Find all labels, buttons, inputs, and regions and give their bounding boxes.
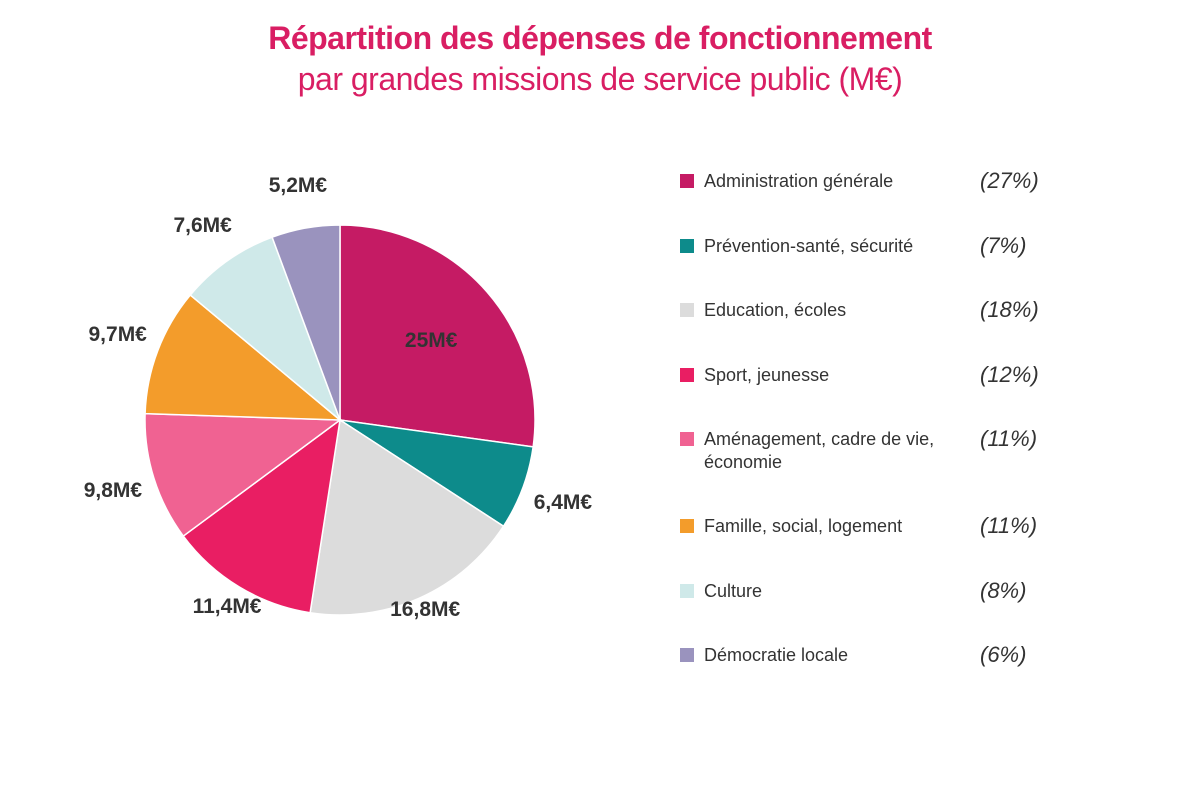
slice-value-education: 16,8M€: [390, 598, 460, 622]
legend-pct-sport: (12%): [980, 362, 1039, 388]
slice-value-sport: 11,4M€: [193, 595, 262, 619]
legend: Administration générale (27%) Prévention-s…: [680, 170, 1180, 709]
slice-value-amenagement: 9,8M€: [84, 479, 142, 503]
legend-label-democratie: Démocratie locale: [704, 644, 848, 667]
chart-title: Répartition des dépenses de fonctionneme…: [0, 20, 1200, 57]
legend-item-admin: Administration générale (27%): [680, 170, 1180, 193]
legend-swatch-prevention: [680, 239, 694, 253]
legend-pct-culture: (8%): [980, 578, 1026, 604]
legend-label-famille: Famille, social, logement: [704, 515, 902, 538]
slice-value-admin: 25M€: [405, 329, 458, 353]
chart-subtitle: par grandes missions de service public (…: [0, 61, 1200, 98]
legend-label-prevention: Prévention-santé, sécurité: [704, 235, 913, 258]
legend-item-sport: Sport, jeunesse (12%): [680, 364, 1180, 387]
legend-swatch-amenagement: [680, 432, 694, 446]
slice-value-famille: 9,7M€: [89, 323, 147, 347]
legend-pct-democratie: (6%): [980, 642, 1026, 668]
legend-item-education: Education, écoles (18%): [680, 299, 1180, 322]
legend-swatch-sport: [680, 368, 694, 382]
legend-label-admin: Administration générale: [704, 170, 893, 193]
chart-title-block: Répartition des dépenses de fonctionneme…: [0, 0, 1200, 98]
legend-swatch-culture: [680, 584, 694, 598]
legend-label-education: Education, écoles: [704, 299, 846, 322]
legend-pct-education: (18%): [980, 297, 1039, 323]
legend-pct-famille: (11%): [980, 513, 1037, 539]
legend-pct-amenagement: (11%): [980, 426, 1037, 452]
legend-item-culture: Culture (8%): [680, 580, 1180, 603]
legend-item-amenagement: Aménagement, cadre de vie, économie (11%): [680, 428, 1180, 473]
legend-pct-prevention: (7%): [980, 233, 1026, 259]
pie-svg: [100, 180, 580, 660]
legend-item-prevention: Prévention-santé, sécurité (7%): [680, 235, 1180, 258]
slice-value-prevention: 6,4M€: [534, 491, 592, 515]
legend-swatch-admin: [680, 174, 694, 188]
slice-value-democratie: 5,2M€: [269, 174, 327, 198]
slice-value-culture: 7,6M€: [173, 214, 231, 238]
legend-label-amenagement: Aménagement, cadre de vie, économie: [704, 428, 964, 473]
legend-swatch-democratie: [680, 648, 694, 662]
legend-pct-admin: (27%): [980, 168, 1039, 194]
legend-item-famille: Famille, social, logement (11%): [680, 515, 1180, 538]
legend-label-culture: Culture: [704, 580, 762, 603]
legend-label-sport: Sport, jeunesse: [704, 364, 829, 387]
legend-swatch-education: [680, 303, 694, 317]
pie-chart: 25M€6,4M€16,8M€11,4M€9,8M€9,7M€7,6M€5,2M…: [100, 180, 580, 660]
legend-item-democratie: Démocratie locale (6%): [680, 644, 1180, 667]
legend-swatch-famille: [680, 519, 694, 533]
